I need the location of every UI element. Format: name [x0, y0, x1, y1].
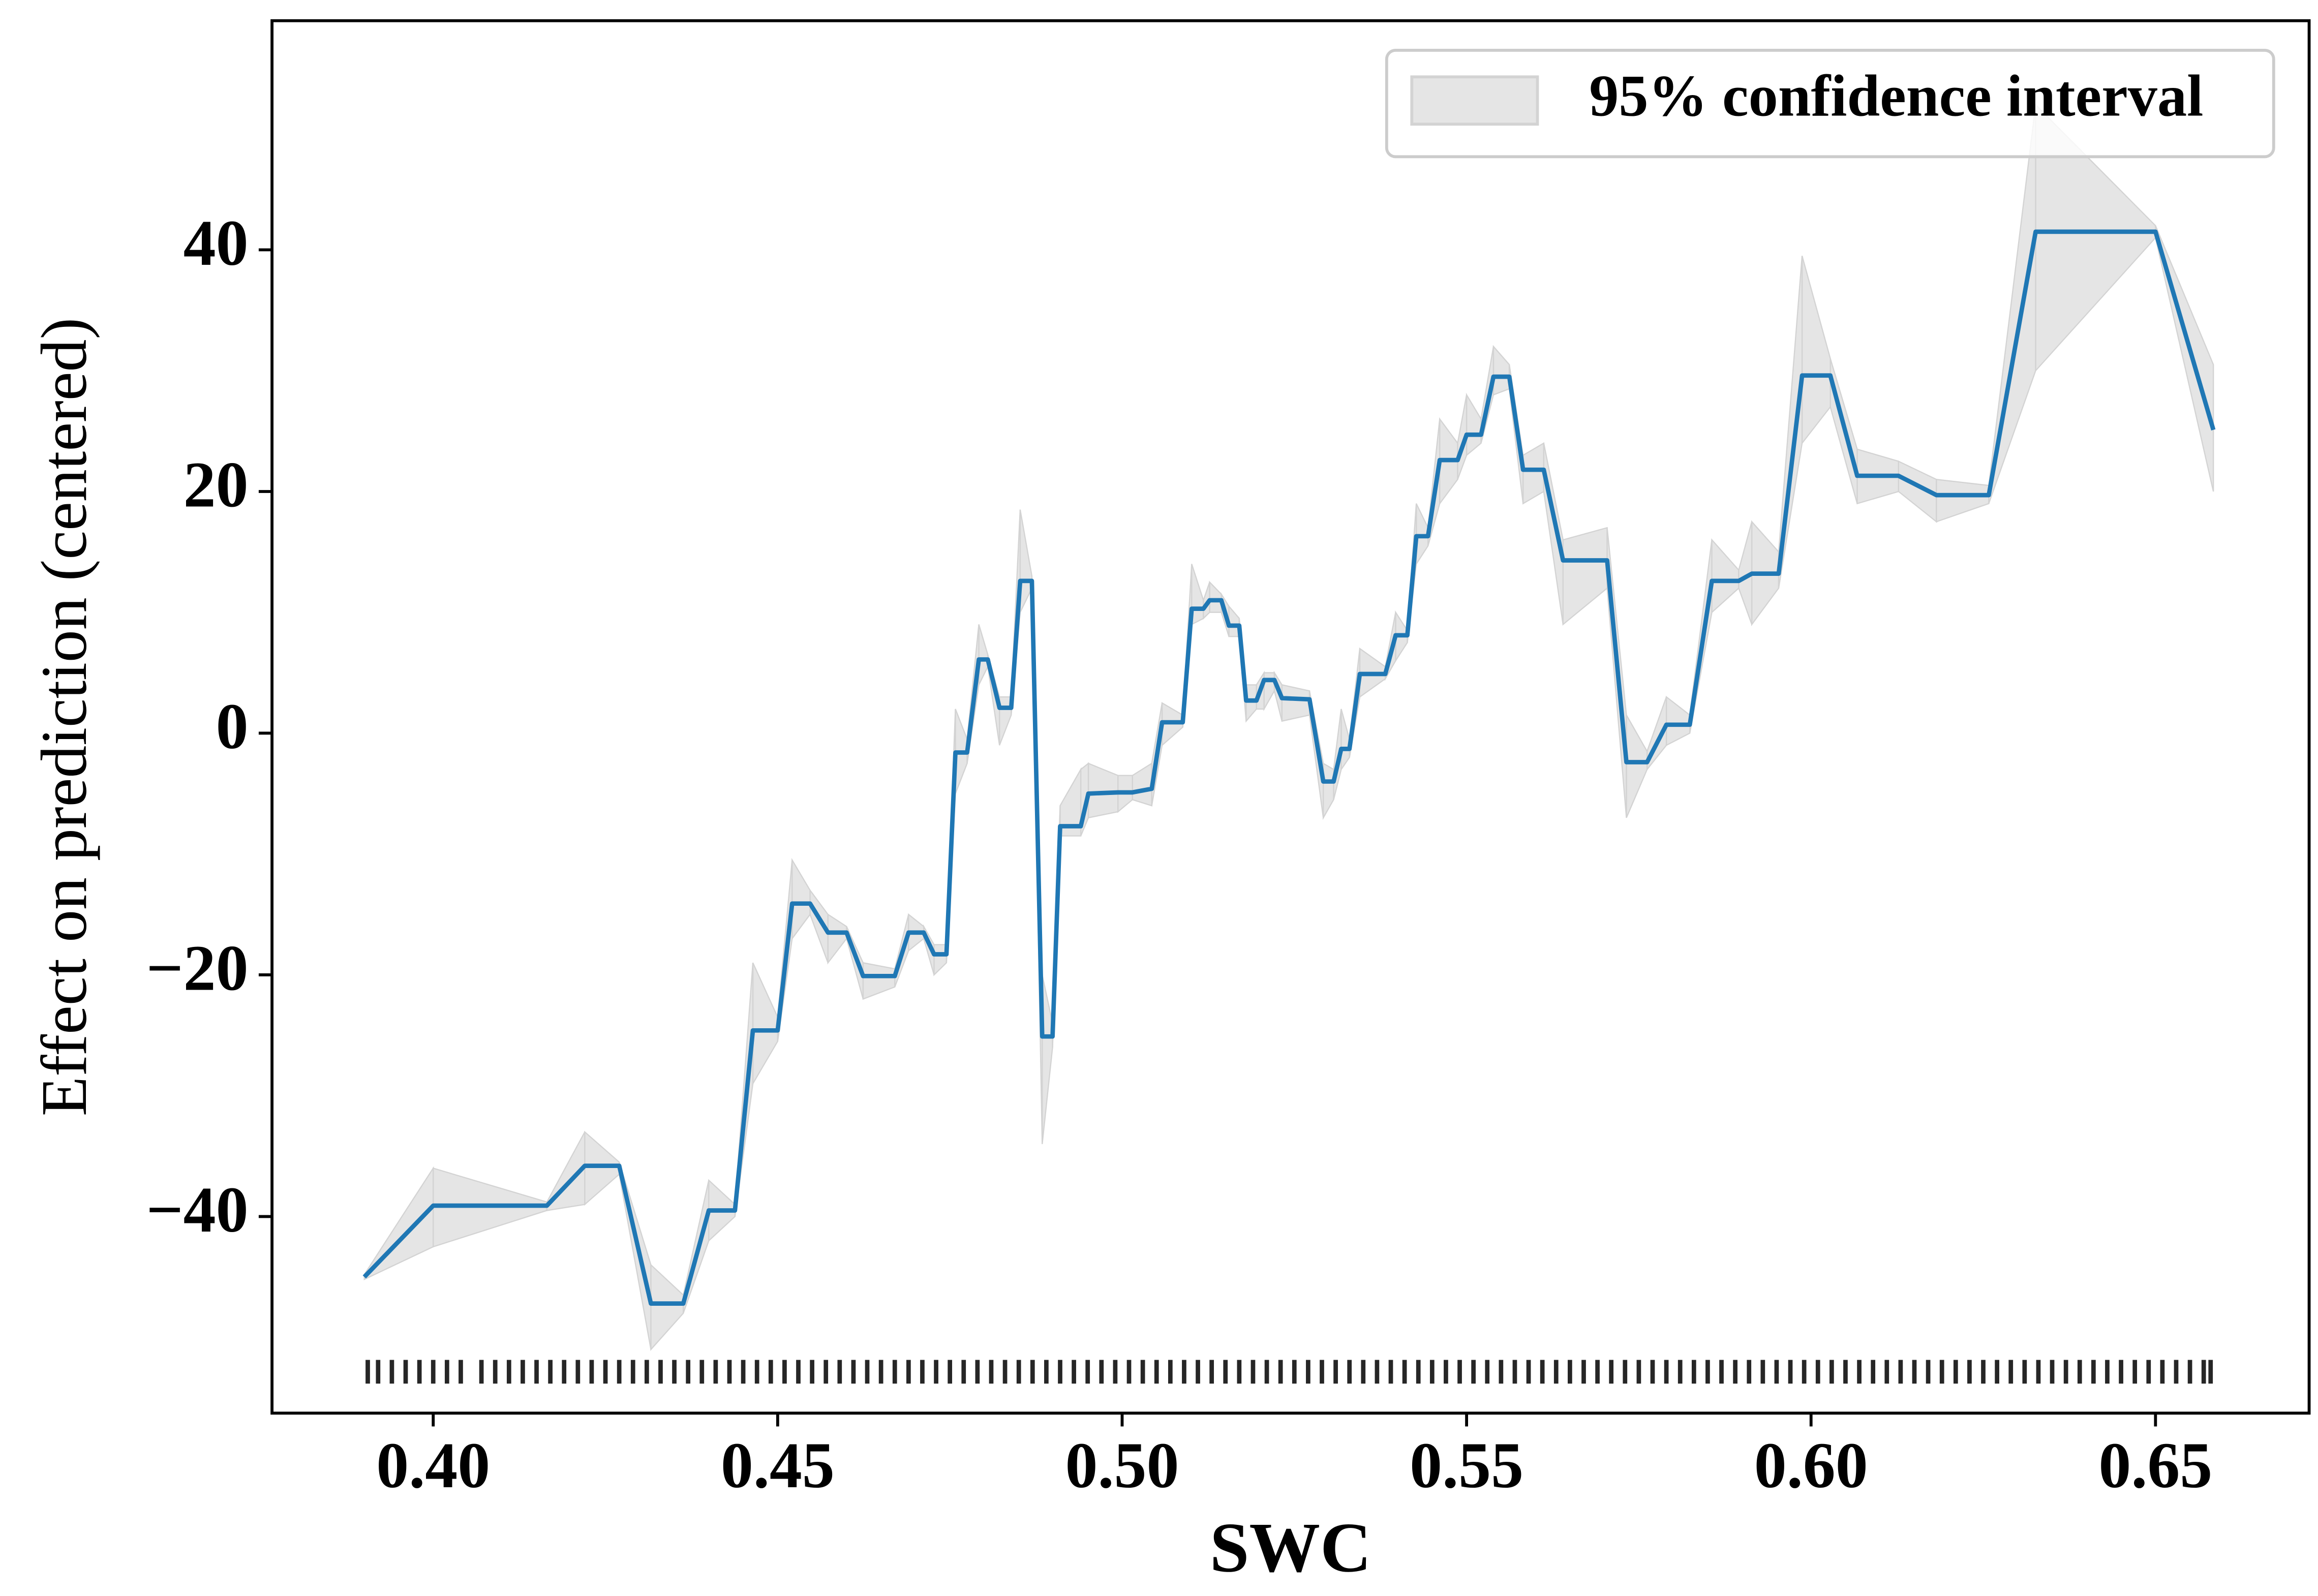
effect-line	[362, 229, 2216, 1306]
x-tick-label: 0.55	[1410, 1429, 1523, 1501]
y-axis-label: Effect on prediction (centered)	[28, 318, 100, 1116]
confidence-band	[584, 1130, 620, 1206]
y-tick-label: 0	[216, 690, 249, 762]
y-tick-label: 20	[184, 448, 249, 520]
confidence-band	[791, 857, 811, 941]
plot-area	[362, 103, 2216, 1384]
confidence-band	[1711, 538, 1740, 614]
y-tick-label: 40	[184, 207, 249, 279]
confidence-band	[1281, 684, 1310, 722]
confidence-band	[363, 1166, 434, 1280]
x-tick-label: 0.50	[1065, 1429, 1179, 1501]
confidence-band	[1466, 392, 1482, 457]
legend-box	[1385, 48, 2275, 159]
legend-patch	[1410, 75, 1539, 126]
confidence-band	[1522, 442, 1545, 505]
confidence-band	[1042, 974, 1053, 1144]
confidence-band	[1245, 684, 1257, 723]
x-tick-label: 0.65	[2098, 1429, 2212, 1501]
confidence-band	[827, 913, 847, 965]
y-tick-label: −20	[146, 932, 249, 1004]
confidence-band	[1323, 762, 1334, 820]
y-tick-label: −40	[146, 1174, 249, 1246]
confidence-band	[1492, 345, 1510, 396]
confidence-band	[1132, 762, 1152, 807]
confidence-band	[1626, 713, 1648, 818]
confidence-band	[1562, 527, 1608, 626]
confidence-band	[650, 1263, 684, 1351]
legend-label: 95% confidence interval	[1589, 63, 2203, 129]
confidence-band	[1543, 443, 1564, 625]
x-tick-label: 0.45	[721, 1429, 835, 1501]
confidence-band	[1191, 564, 1204, 626]
confidence-band	[978, 624, 989, 685]
confidence-band	[862, 962, 896, 1000]
confidence-band	[1665, 695, 1691, 747]
axes-frame	[270, 19, 2311, 1415]
confidence-band	[1340, 709, 1350, 772]
confidence-band	[1936, 478, 1990, 523]
confidence-band	[1801, 256, 1831, 445]
confidence-band	[1209, 580, 1222, 613]
x-tick-label: 0.60	[1754, 1429, 1868, 1501]
legend: 95% confidence interval	[1385, 48, 2275, 159]
x-axis-label: SWC	[1210, 1509, 1371, 1587]
x-tick-label: 0.40	[376, 1429, 490, 1501]
confidence-band	[752, 962, 779, 1086]
